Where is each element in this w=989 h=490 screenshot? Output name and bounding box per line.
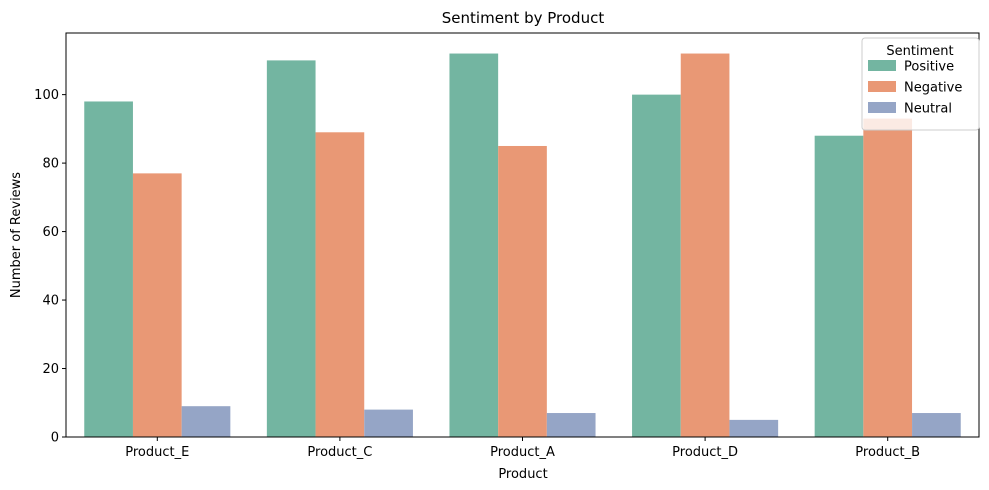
bar-positive-product_d <box>632 94 681 437</box>
bar-neutral-product_d <box>729 419 779 437</box>
legend: Sentiment Positive Negative Neutral <box>861 37 980 131</box>
y-tick-label: 0 <box>51 431 59 446</box>
y-tick-label: 60 <box>42 225 59 240</box>
bar-neutral-product_e <box>181 406 231 437</box>
x-tick-label: Product_A <box>490 445 555 460</box>
x-tick-label: Product_B <box>855 445 920 460</box>
bar-positive-product_a <box>449 53 499 437</box>
x-tick-label: Product_C <box>307 445 372 460</box>
legend-swatch-negative <box>868 81 896 92</box>
bar-negative-product_e <box>132 173 182 437</box>
bar-negative-product_d <box>680 53 730 437</box>
legend-label-neutral: Neutral <box>904 102 952 117</box>
legend-title: Sentiment <box>886 44 953 59</box>
plot-area: 0 20 40 60 80 100 Product_E Product_C Product_A P… <box>34 32 980 460</box>
y-axis-title: Number of Reviews <box>9 172 24 298</box>
bar-neutral-product_c <box>364 409 413 437</box>
y-tick-label: 40 <box>42 294 59 309</box>
bar-positive-product_e <box>84 101 133 437</box>
bar-positive-product_c <box>266 60 316 437</box>
x-axis-title: Product <box>498 467 547 482</box>
bar-positive-product_b <box>814 135 864 437</box>
y-tick-label: 100 <box>34 88 59 103</box>
bar-negative-product_c <box>315 132 365 438</box>
legend-label-negative: Negative <box>904 81 962 96</box>
bar-neutral-product_b <box>912 413 961 437</box>
x-tick-label: Product_E <box>125 445 189 460</box>
legend-label-positive: Positive <box>904 60 954 75</box>
bar-neutral-product_a <box>546 413 596 437</box>
bar-negative-product_a <box>498 145 547 438</box>
y-tick-label: 20 <box>42 362 59 377</box>
chart-title: Sentiment by Product <box>442 9 605 27</box>
legend-swatch-neutral <box>868 102 896 113</box>
x-tick-label: Product_D <box>672 445 738 460</box>
legend-swatch-positive <box>868 60 896 71</box>
y-tick-label: 80 <box>42 157 59 172</box>
bar-negative-product_b <box>863 118 913 437</box>
